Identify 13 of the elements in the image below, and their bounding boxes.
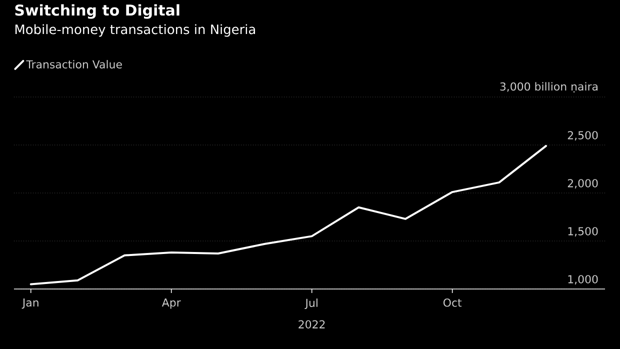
y-tick-label: 1,000 — [568, 275, 598, 284]
x-tick-label: Jul — [304, 298, 318, 310]
legend-label: Transaction Value — [26, 60, 122, 69]
y-tick-label: 2,500 — [568, 131, 598, 140]
x-tick-label: Oct — [443, 298, 462, 307]
x-tick-label: Jan — [22, 298, 38, 309]
chart-title: Switching to Digital — [15, 4, 180, 19]
x-axis-title: 2022 — [298, 320, 325, 328]
y-tick-label: 1,500 — [568, 227, 598, 236]
y-tick-label: 2,000 — [568, 179, 598, 188]
y-tick-label: 3,000 billion ṇaira — [500, 82, 598, 92]
x-tick-label: Apr — [162, 298, 181, 309]
chart-subtitle: Mobile-money transactions in Nigeria — [15, 24, 255, 37]
